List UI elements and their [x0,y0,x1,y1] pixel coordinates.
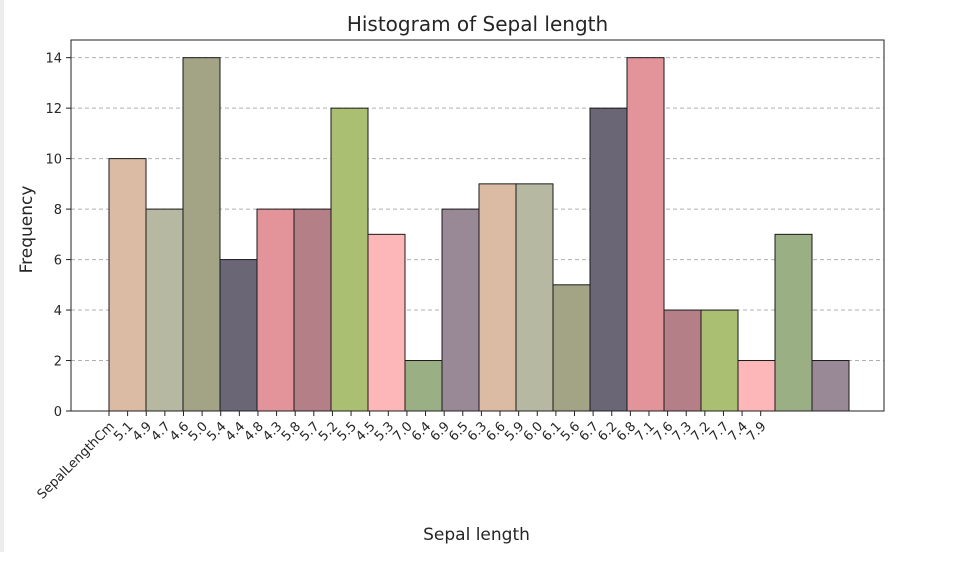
bars [108,57,850,412]
histogram-bar [367,233,406,412]
histogram-bar [478,183,517,412]
histogram-bar [626,57,665,412]
histogram-bar [737,360,776,412]
y-axis-ticks: 0 2 4 6 8 10 12 14 [45,52,71,420]
histogram-bar [182,57,221,412]
histogram-bar [330,107,369,412]
x-axis-label: Sepal length [423,525,530,545]
histogram-bar [663,309,702,412]
histogram-bar [589,107,628,412]
y-tick-label: 2 [54,355,62,370]
y-tick-label: 8 [54,203,62,218]
y-tick-label: 6 [54,254,62,269]
x-tick-label: 7.9 [744,419,769,444]
chart-title: Histogram of Sepal length [347,12,608,36]
histogram-bar [256,208,295,412]
histogram-bar [108,158,147,412]
y-tick-label: 4 [54,304,62,319]
histogram-bar [441,208,480,412]
y-tick-label: 10 [45,153,62,168]
y-axis-label: Frequency [17,186,37,274]
x-axis-ticks: SepalLengthCm5.14.94.74.65.05.44.44.84.3… [35,411,770,502]
histogram-bar [700,309,739,412]
histogram-bar [293,208,332,412]
histogram-bar [774,233,813,412]
histogram-bar [811,360,850,412]
histogram-bar [552,284,591,412]
x-tick-label: SepalLengthCm [35,419,118,502]
panel-divider [0,0,4,552]
y-tick-label: 0 [54,405,62,420]
histogram-bar [404,360,443,412]
histogram-bar [145,208,184,412]
histogram-bar [515,183,554,412]
y-tick-label: 12 [45,102,62,117]
y-tick-label: 14 [45,52,62,67]
plot-area-frame [70,39,885,412]
histogram-bar [219,259,258,412]
